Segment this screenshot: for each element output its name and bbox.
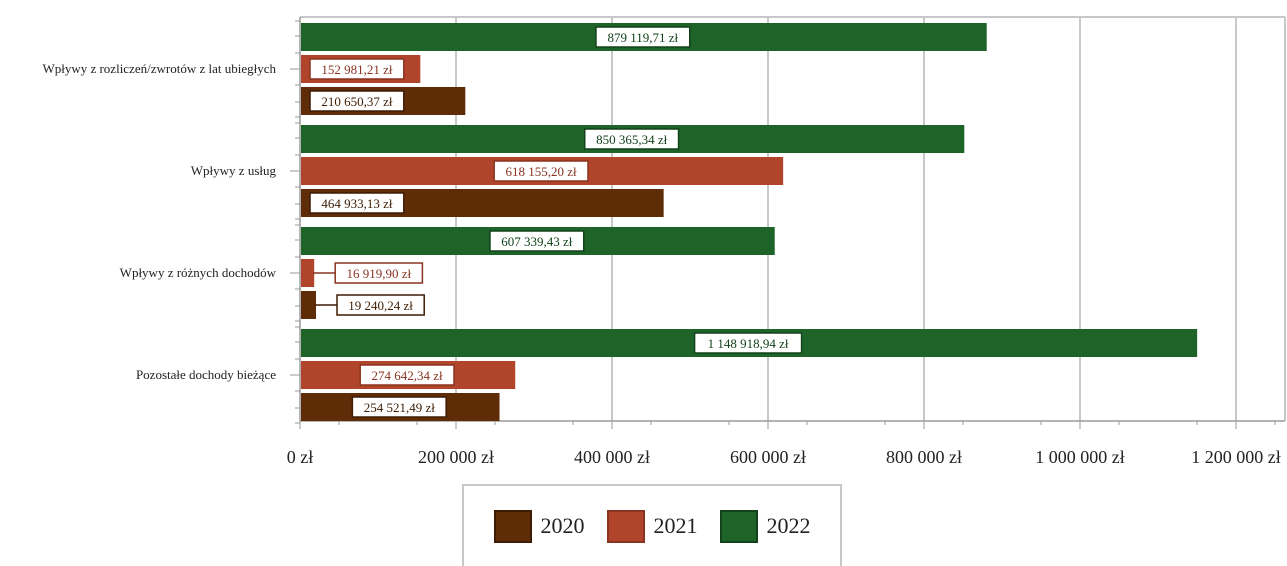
x-tick-label: 600 000 zł [730, 447, 806, 467]
bar-2021 [301, 259, 314, 287]
category-label: Wpływy z rozliczeń/zwrotów z lat ubiegły… [42, 61, 276, 76]
legend-item-2020: 2020 [494, 510, 585, 543]
bar-2020 [301, 291, 316, 319]
category-label: Wpływy z różnych dochodów [120, 265, 277, 280]
x-tick-label: 400 000 zł [574, 447, 650, 467]
value-label: 152 981,21 zł [321, 62, 393, 77]
x-tick-label: 0 zł [287, 447, 314, 467]
x-tick-label: 1 000 000 zł [1035, 447, 1125, 467]
legend-item-2021: 2021 [607, 510, 698, 543]
legend-item-2022: 2022 [720, 510, 811, 543]
x-tick-label: 800 000 zł [886, 447, 962, 467]
legend-swatch-2022 [720, 510, 758, 543]
category-label: Pozostałe dochody bieżące [136, 367, 276, 382]
legend: 2020 2021 2022 [462, 484, 842, 566]
x-tick-label: 200 000 zł [418, 447, 494, 467]
legend-swatch-2021 [607, 510, 645, 543]
value-label: 879 119,71 zł [608, 30, 679, 45]
value-label: 607 339,43 zł [501, 234, 573, 249]
legend-swatch-2020 [494, 510, 532, 543]
x-tick-label: 1 200 000 zł [1191, 447, 1281, 467]
legend-label-2020: 2020 [541, 513, 585, 539]
value-label: 19 240,24 zł [348, 298, 413, 313]
value-label: 210 650,37 zł [321, 94, 393, 109]
value-label: 254 521,49 zł [364, 400, 436, 415]
value-label: 274 642,34 zł [372, 368, 444, 383]
value-label: 850 365,34 zł [596, 132, 668, 147]
value-label: 1 148 918,94 zł [708, 336, 789, 351]
value-label: 618 155,20 zł [506, 164, 578, 179]
value-label: 464 933,13 zł [321, 196, 393, 211]
legend-label-2022: 2022 [767, 513, 811, 539]
legend-label-2021: 2021 [654, 513, 698, 539]
value-label: 16 919,90 zł [346, 266, 411, 281]
category-label: Wpływy z usług [191, 163, 277, 178]
